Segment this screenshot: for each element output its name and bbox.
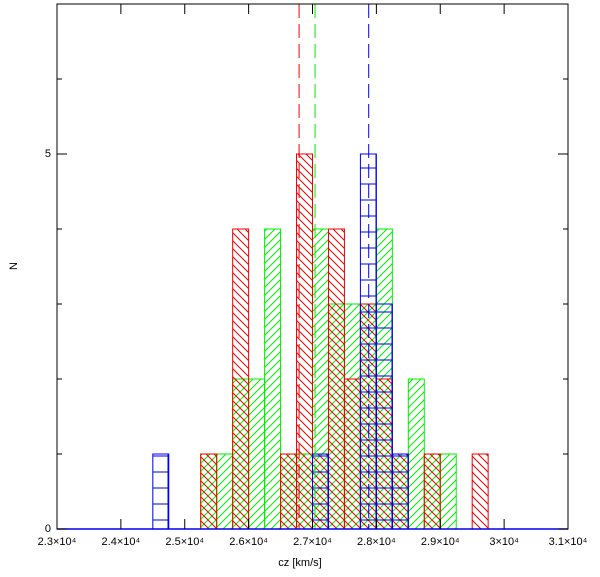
y-axis-label: N — [8, 262, 20, 270]
bar — [327, 228, 345, 530]
x-tick-label: 2.5×10⁴ — [165, 536, 204, 548]
bar — [439, 453, 457, 530]
x-tick-label: 3.1×10⁴ — [549, 536, 588, 548]
bar — [471, 453, 489, 530]
x-tick-label: 2.3×10⁴ — [38, 536, 77, 548]
bar — [232, 228, 250, 530]
x-tick-label: 3×10⁴ — [489, 536, 519, 548]
bar — [375, 303, 393, 530]
y-tick-label: 0 — [45, 523, 51, 535]
x-tick-label: 2.6×10⁴ — [229, 536, 268, 548]
bar — [248, 378, 266, 530]
bar — [391, 453, 409, 530]
bar — [200, 453, 218, 530]
x-tick-label: 2.9×10⁴ — [421, 536, 460, 548]
bar — [216, 453, 234, 530]
bar — [343, 378, 361, 530]
x-tick-label: 2.7×10⁴ — [293, 536, 332, 548]
bar — [264, 228, 282, 530]
bar — [152, 453, 170, 530]
bar — [423, 453, 441, 530]
bar — [280, 453, 298, 530]
x-axis-label: cz [km/s] — [278, 557, 321, 569]
y-tick-label: 5 — [45, 148, 51, 160]
x-tick-label: 2.4×10⁴ — [102, 536, 141, 548]
x-tick-label: 2.8×10⁴ — [357, 536, 396, 548]
bar — [407, 378, 425, 530]
